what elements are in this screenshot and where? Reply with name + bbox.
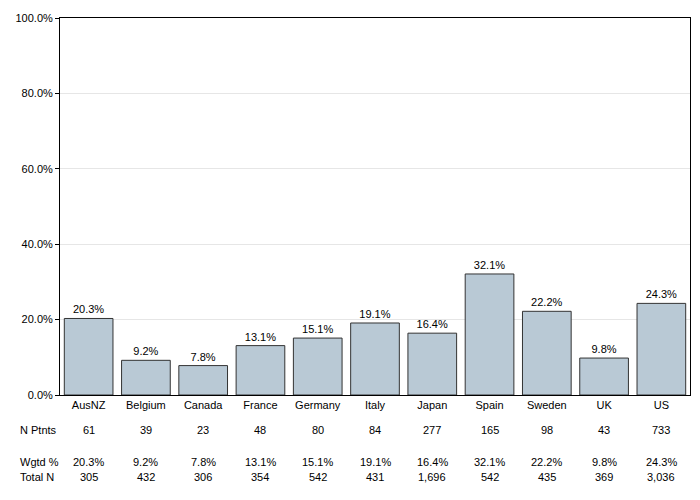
- svg-text:61: 61: [83, 424, 95, 436]
- svg-text:Sweden: Sweden: [527, 399, 567, 411]
- svg-text:98: 98: [541, 424, 553, 436]
- svg-text:22.2%: 22.2%: [531, 296, 562, 308]
- svg-text:84: 84: [369, 424, 381, 436]
- svg-text:431: 431: [366, 471, 384, 483]
- svg-text:1,696: 1,696: [418, 471, 446, 483]
- svg-text:19.1%: 19.1%: [360, 456, 391, 468]
- svg-text:80: 80: [312, 424, 324, 436]
- svg-text:20.0%: 20.0%: [22, 313, 53, 325]
- svg-text:15.1%: 15.1%: [302, 456, 333, 468]
- svg-text:24.3%: 24.3%: [646, 288, 677, 300]
- svg-text:165: 165: [481, 424, 499, 436]
- svg-text:13.1%: 13.1%: [245, 331, 276, 343]
- svg-text:9.8%: 9.8%: [591, 343, 616, 355]
- svg-text:542: 542: [309, 471, 327, 483]
- svg-text:Germany: Germany: [295, 399, 341, 411]
- svg-text:7.8%: 7.8%: [191, 456, 216, 468]
- svg-text:23: 23: [197, 424, 209, 436]
- svg-text:0.0%: 0.0%: [28, 389, 53, 401]
- svg-text:80.0%: 80.0%: [22, 87, 53, 99]
- svg-text:19.1%: 19.1%: [359, 308, 390, 320]
- svg-text:43: 43: [598, 424, 610, 436]
- svg-text:France: France: [243, 399, 277, 411]
- svg-text:Wgtd %: Wgtd %: [20, 456, 59, 468]
- svg-text:39: 39: [140, 424, 152, 436]
- svg-text:32.1%: 32.1%: [474, 456, 505, 468]
- svg-text:40.0%: 40.0%: [22, 238, 53, 250]
- svg-text:354: 354: [251, 471, 269, 483]
- svg-text:48: 48: [254, 424, 266, 436]
- svg-text:22.2%: 22.2%: [531, 456, 562, 468]
- svg-text:Canada: Canada: [184, 399, 223, 411]
- svg-text:9.8%: 9.8%: [592, 456, 617, 468]
- svg-text:Italy: Italy: [365, 399, 386, 411]
- svg-text:Japan: Japan: [417, 399, 447, 411]
- svg-text:7.8%: 7.8%: [191, 351, 216, 363]
- svg-text:305: 305: [80, 471, 98, 483]
- svg-text:542: 542: [481, 471, 499, 483]
- svg-text:3,036: 3,036: [647, 471, 675, 483]
- svg-text:277: 277: [423, 424, 441, 436]
- svg-text:US: US: [654, 399, 669, 411]
- svg-text:16.4%: 16.4%: [417, 318, 448, 330]
- svg-text:9.2%: 9.2%: [133, 345, 158, 357]
- svg-text:100.0%: 100.0%: [15, 12, 53, 24]
- svg-text:306: 306: [194, 471, 212, 483]
- svg-text:Spain: Spain: [475, 399, 503, 411]
- svg-text:20.3%: 20.3%: [73, 303, 104, 315]
- svg-text:UK: UK: [596, 399, 612, 411]
- svg-text:32.1%: 32.1%: [474, 259, 505, 271]
- svg-text:24.3%: 24.3%: [646, 456, 677, 468]
- svg-text:16.4%: 16.4%: [417, 456, 448, 468]
- svg-text:15.1%: 15.1%: [302, 323, 333, 335]
- svg-text:20.3%: 20.3%: [73, 456, 104, 468]
- svg-text:9.2%: 9.2%: [133, 456, 158, 468]
- svg-text:369: 369: [595, 471, 613, 483]
- svg-text:60.0%: 60.0%: [22, 163, 53, 175]
- svg-text:435: 435: [538, 471, 556, 483]
- svg-text:N Ptnts: N Ptnts: [20, 424, 57, 436]
- svg-text:13.1%: 13.1%: [245, 456, 276, 468]
- svg-text:AusNZ: AusNZ: [72, 399, 106, 411]
- svg-text:432: 432: [137, 471, 155, 483]
- svg-text:Belgium: Belgium: [126, 399, 166, 411]
- svg-text:Total N: Total N: [20, 471, 54, 483]
- svg-text:733: 733: [652, 424, 670, 436]
